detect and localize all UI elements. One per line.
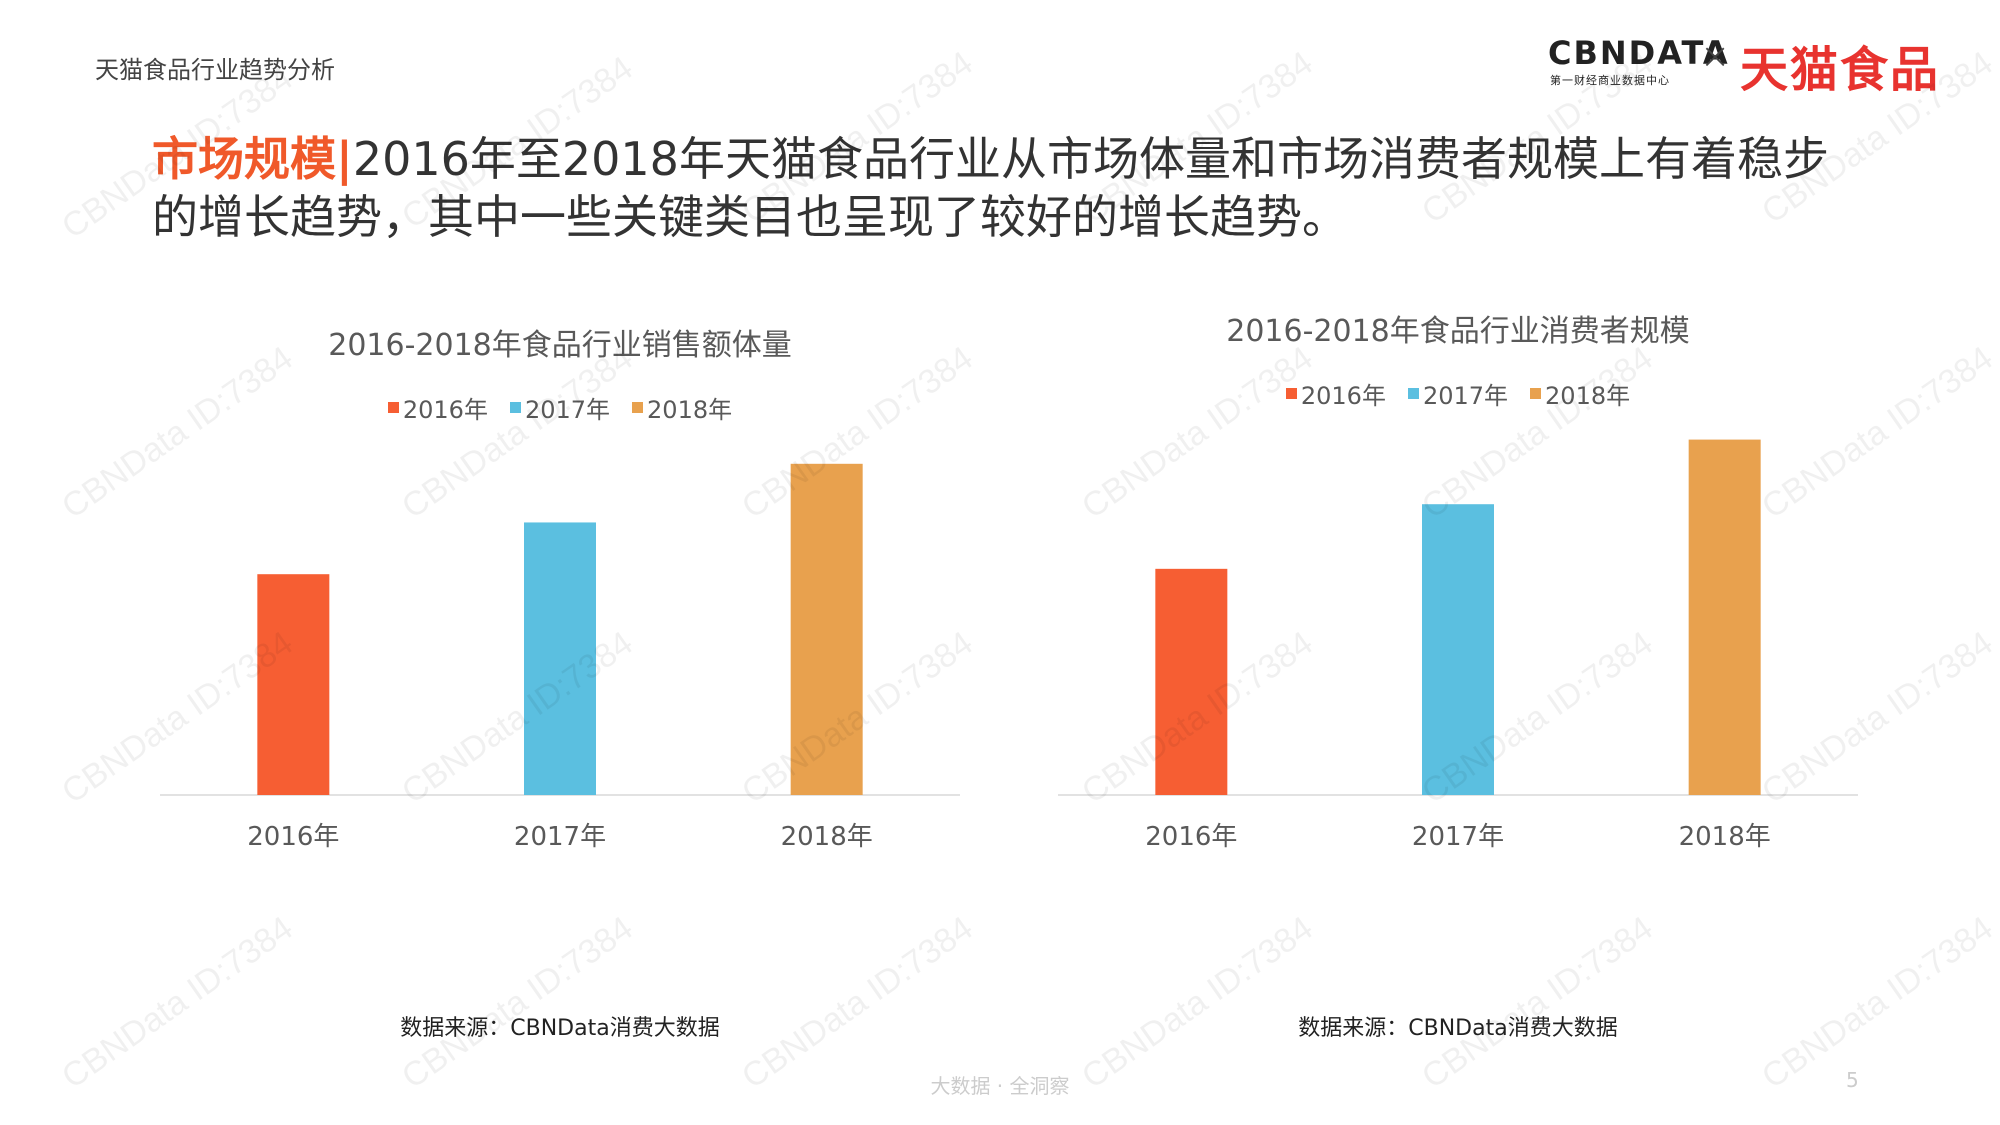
legend-item: 2016年 xyxy=(387,390,488,425)
legend-label: 2017年 xyxy=(524,396,611,424)
legend-swatch xyxy=(1530,388,1542,399)
legend-swatch xyxy=(1285,388,1297,399)
x-tick-label: 2016年 xyxy=(247,822,339,852)
x-tick-label: 2018年 xyxy=(1679,822,1771,852)
bar-2018年 xyxy=(790,463,863,795)
data-source-note: 数据来源：CBNData消费大数据 xyxy=(400,1016,720,1041)
x-tick-label: 2018年 xyxy=(781,822,873,852)
legend-label: 2016年 xyxy=(1300,382,1386,410)
legend-item: 2018年 xyxy=(632,390,732,425)
x-tick-label: 2017年 xyxy=(514,822,606,852)
legend-item: 2017年 xyxy=(509,390,611,425)
bar-2016年 xyxy=(257,574,330,795)
legend-item: 2017年 xyxy=(1407,376,1509,411)
chart-plot: 2016年 2017年 2018年 xyxy=(160,463,960,852)
legend-item: 2018年 xyxy=(1530,376,1630,411)
legend-label: 2016年 xyxy=(402,396,488,424)
partner-logos: CBNDATA 第一财经商业数据中心 × 天猫食品 xyxy=(1548,34,1968,98)
legend-label: 2018年 xyxy=(647,396,733,424)
legend-item: 2016年 xyxy=(1285,376,1386,411)
chart-legend: 2016年 2017年 2018年 xyxy=(160,390,960,425)
x-tick-label: 2017年 xyxy=(1412,822,1504,852)
legend-label: 2018年 xyxy=(1545,382,1631,410)
chart-title: 2016-2018年食品行业销售额体量 xyxy=(328,328,792,363)
legend-swatch xyxy=(1407,388,1419,399)
bar-2016年 xyxy=(1155,568,1228,795)
page-number: 5 xyxy=(1846,1068,1859,1092)
legend-label: 2017年 xyxy=(1422,382,1509,410)
sales-volume-chart: 2016-2018年食品行业销售额体量 2016年 2017年 2018年 2016… xyxy=(160,320,960,1060)
chart-legend: 2016年 2017年 2018年 xyxy=(1058,376,1858,411)
cbndata-logo-subtitle: 第一财经商业数据中心 xyxy=(1550,74,1670,87)
x-tick-label: 2016年 xyxy=(1145,822,1237,852)
headline: 市场规模|2016年至2018年天猫食品行业从市场体量和市场消费者规模上有着稳步… xyxy=(152,130,1852,246)
page-header-title: 天猫食品行业趋势分析 xyxy=(95,56,335,84)
headline-text: 2016年至2018年天猫食品行业从市场体量和市场消费者规模上有着稳步的增长趋势… xyxy=(152,132,1829,244)
tmall-food-logo: 天猫食品 xyxy=(1740,42,1941,98)
consumer-scale-chart: 2016-2018年食品行业消费者规模 2016年 2017年 2018年 2016… xyxy=(1058,306,1858,1046)
bar-2017年 xyxy=(524,522,596,795)
chart-plot: 2016年 2017年 2018年 xyxy=(1058,439,1858,852)
cbndata-logo: CBNDATA xyxy=(1548,34,1730,72)
legend-swatch xyxy=(387,402,399,413)
headline-tag: 市场规模| xyxy=(152,132,353,186)
data-source-note: 数据来源：CBNData消费大数据 xyxy=(1298,1016,1618,1041)
cross-icon: × xyxy=(1700,36,1731,77)
chart-title: 2016-2018年食品行业消费者规模 xyxy=(1226,314,1690,349)
footer-tagline: 大数据 · 全洞察 xyxy=(930,1074,1070,1098)
legend-swatch xyxy=(632,402,644,413)
bar-2018年 xyxy=(1688,439,1761,795)
bar-2017年 xyxy=(1422,504,1494,795)
legend-swatch xyxy=(509,402,521,413)
